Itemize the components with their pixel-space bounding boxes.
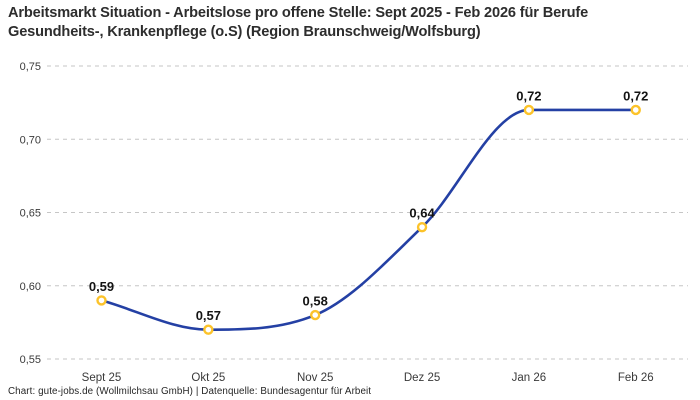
x-axis-tick-label: Feb 26 — [618, 372, 654, 384]
y-axis-tick-label: 0,70 — [20, 134, 41, 146]
chart-footer-attribution: Chart: gute-jobs.de (Wollmilchsau GmbH) … — [8, 386, 372, 397]
data-point-marker[interactable] — [630, 104, 641, 116]
line-series — [100, 108, 638, 332]
data-point-label: 0,58 — [303, 294, 328, 309]
data-point-label: 0,72 — [516, 88, 541, 103]
x-axis-tick-label: Jan 26 — [512, 372, 547, 384]
x-axis-tick-label: Okt 25 — [191, 372, 225, 384]
data-point-marker[interactable] — [523, 104, 535, 116]
y-axis-tick-label: 0,55 — [20, 354, 41, 366]
chart-title: Arbeitsmarkt Situation - Arbeitslose pro… — [8, 5, 589, 40]
y-axis-tick-label: 0,60 — [20, 281, 41, 293]
x-axis-tick-label: Nov 25 — [297, 372, 333, 384]
x-axis-tick-label: Sept 25 — [82, 372, 122, 384]
data-point-label: 0,59 — [89, 279, 114, 294]
y-axis-tick-label: 0,75 — [20, 61, 41, 73]
data-point-marker[interactable] — [416, 221, 428, 233]
data-point-label: 0,72 — [623, 88, 648, 103]
y-axis-tick-label: 0,65 — [20, 208, 41, 220]
data-point-label: 0,57 — [196, 308, 221, 323]
x-axis-tick-label: Dez 25 — [404, 372, 440, 384]
data-point-marker[interactable] — [203, 324, 214, 335]
data-point-marker[interactable] — [96, 295, 107, 306]
data-point-marker[interactable] — [310, 309, 321, 321]
data-point-label: 0,64 — [409, 206, 435, 221]
